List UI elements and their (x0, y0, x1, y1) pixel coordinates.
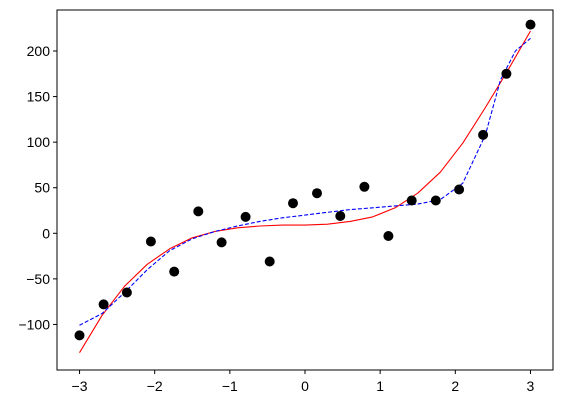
x-tick-label: −2 (147, 378, 163, 394)
y-tick-label: 200 (27, 43, 51, 59)
scatter-point-8 (264, 256, 275, 267)
y-axis: −100 −50 0 50 100 150 200 (18, 43, 57, 332)
axes-frame (56, 9, 554, 371)
scatter-point-6 (216, 237, 227, 248)
scatter-point-19 (525, 19, 536, 30)
scatter-point-18 (501, 68, 512, 79)
scatter-point-12 (359, 181, 370, 192)
scatter-point-9 (288, 198, 298, 209)
y-tick-label: 50 (34, 180, 50, 196)
x-axis: −3 −2 −1 0 1 2 3 (72, 370, 535, 394)
x-tick-label: −1 (222, 378, 238, 394)
scatter-point-3 (145, 236, 156, 247)
scatter-point-4 (169, 266, 180, 277)
scatter-point-15 (430, 195, 441, 206)
x-tick-label: 3 (527, 378, 535, 394)
y-tick-label: 150 (27, 89, 51, 105)
x-tick-label: 2 (451, 378, 459, 394)
scatter-point-16 (454, 184, 465, 195)
series-line-2 (79, 37, 531, 326)
scatter-point-13 (383, 231, 394, 241)
y-tick-label: 0 (42, 225, 50, 241)
scatter-point-1 (98, 299, 109, 310)
y-tick-label: −100 (18, 316, 50, 332)
scatter-point-14 (406, 195, 417, 206)
scatter-point-17 (478, 129, 489, 140)
scatter-point-5 (193, 206, 204, 217)
x-tick-label: −3 (72, 378, 88, 394)
y-tick-label: 100 (27, 134, 51, 150)
scatter-point-10 (312, 188, 322, 199)
plot-area (74, 19, 536, 353)
scatter-point-7 (240, 211, 251, 222)
x-tick-label: 1 (376, 378, 384, 394)
y-tick-label: −50 (26, 271, 50, 287)
series-line-1 (79, 30, 531, 353)
scatter-point-11 (335, 211, 346, 221)
scatter-point-0 (74, 330, 85, 341)
scatter-point-2 (121, 287, 132, 298)
x-tick-label: 0 (301, 378, 309, 394)
